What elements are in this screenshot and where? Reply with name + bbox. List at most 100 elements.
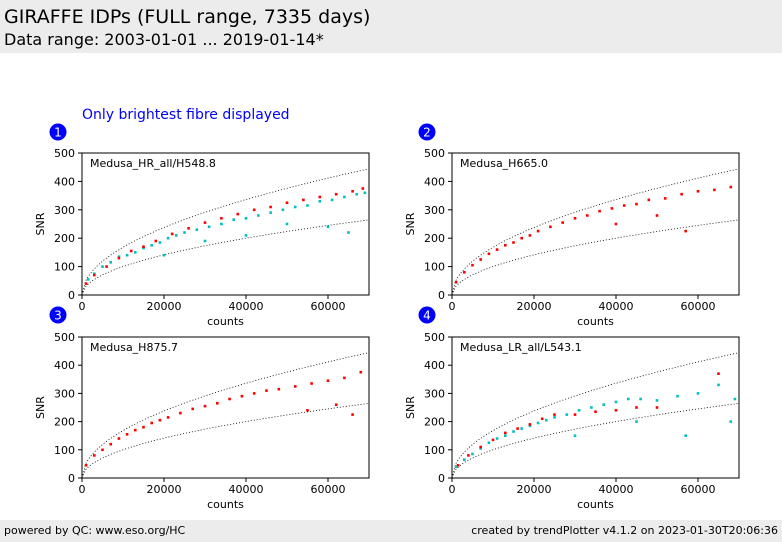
y-tick-label: 400 <box>54 175 75 188</box>
data-point <box>330 198 334 202</box>
data-point <box>203 239 207 243</box>
data-point <box>306 409 309 412</box>
data-point <box>594 410 597 413</box>
panel-number: 4 <box>423 309 431 323</box>
x-axis-label: counts <box>577 315 614 328</box>
data-point <box>134 251 137 254</box>
data-point <box>520 236 523 240</box>
data-point <box>471 452 474 456</box>
reference-curve <box>81 403 370 479</box>
data-point <box>154 239 158 243</box>
data-point <box>655 399 659 402</box>
data-point <box>93 273 96 277</box>
footer-credit: powered by QC: www.eso.org/HC <box>4 524 186 537</box>
panel-number: 2 <box>423 126 431 140</box>
data-point <box>129 249 133 253</box>
data-point <box>549 225 552 229</box>
data-point <box>553 416 556 419</box>
data-point <box>495 437 499 440</box>
data-point <box>512 430 515 433</box>
data-point <box>244 217 248 220</box>
data-point <box>577 409 581 412</box>
x-tick-label: 60000 <box>681 300 716 313</box>
x-tick-label: 60000 <box>311 300 346 313</box>
panel-number-badge <box>418 306 436 324</box>
data-point <box>528 234 532 237</box>
y-tick-label: 300 <box>424 204 445 217</box>
data-point <box>220 217 223 220</box>
y-tick-label: 200 <box>424 232 445 245</box>
data-point <box>101 265 104 268</box>
data-point <box>285 201 289 204</box>
data-point <box>355 192 358 196</box>
x-tick-label: 0 <box>79 300 86 313</box>
data-point <box>109 261 112 264</box>
y-tick-label: 100 <box>424 444 445 457</box>
data-point <box>134 428 137 432</box>
data-point <box>635 420 638 423</box>
data-point <box>158 241 162 244</box>
x-tick-label: 40000 <box>599 483 634 496</box>
data-point <box>456 464 460 467</box>
data-point <box>504 434 507 437</box>
data-point <box>454 280 458 284</box>
plot-frame <box>451 152 740 296</box>
panel-title: Medusa_H875.7 <box>90 341 178 354</box>
data-point <box>252 392 256 395</box>
y-tick-label: 200 <box>424 416 445 429</box>
data-point <box>293 205 297 209</box>
data-point <box>84 282 88 285</box>
data-point <box>733 397 737 401</box>
data-point <box>117 256 121 260</box>
data-point <box>495 248 499 251</box>
x-tick-label: 40000 <box>599 300 634 313</box>
data-point <box>729 185 733 189</box>
data-point <box>334 192 338 196</box>
panel-title: Medusa_LR_all/L543.1 <box>460 341 582 354</box>
data-point <box>326 379 330 382</box>
x-tick-label: 60000 <box>681 483 716 496</box>
y-axis-label: SNR <box>404 212 417 235</box>
data-point <box>471 263 474 267</box>
data-point <box>84 464 88 467</box>
data-point <box>269 205 272 209</box>
data-point <box>93 272 96 275</box>
data-point <box>170 232 174 236</box>
data-point <box>117 437 121 440</box>
data-point <box>520 427 523 430</box>
data-point <box>101 448 104 452</box>
data-point <box>647 198 651 202</box>
data-point <box>463 458 466 461</box>
reference-curve <box>81 168 370 296</box>
data-point <box>684 229 687 233</box>
data-point <box>158 418 162 422</box>
data-point <box>363 191 367 195</box>
data-point <box>479 447 482 450</box>
data-point <box>561 221 564 224</box>
reference-curve <box>451 168 740 296</box>
data-point <box>504 244 507 247</box>
data-point <box>536 421 540 425</box>
plot-frame <box>81 152 370 296</box>
data-point <box>293 385 297 388</box>
y-tick-label: 300 <box>54 204 75 217</box>
data-point <box>565 413 569 416</box>
data-point <box>590 406 593 409</box>
data-point <box>175 234 178 237</box>
data-point <box>240 394 244 398</box>
data-point <box>179 411 182 415</box>
data-point <box>614 409 618 412</box>
data-point <box>86 278 90 281</box>
data-point <box>602 403 605 406</box>
data-point <box>310 382 313 385</box>
reference-curve <box>451 352 740 479</box>
data-point <box>528 423 532 426</box>
y-tick-label: 100 <box>54 261 75 274</box>
panel-number: 1 <box>54 126 62 140</box>
data-point <box>166 236 170 240</box>
data-point <box>516 427 519 430</box>
data-point <box>598 209 601 213</box>
data-point <box>655 406 659 409</box>
y-tick-label: 100 <box>424 261 445 274</box>
